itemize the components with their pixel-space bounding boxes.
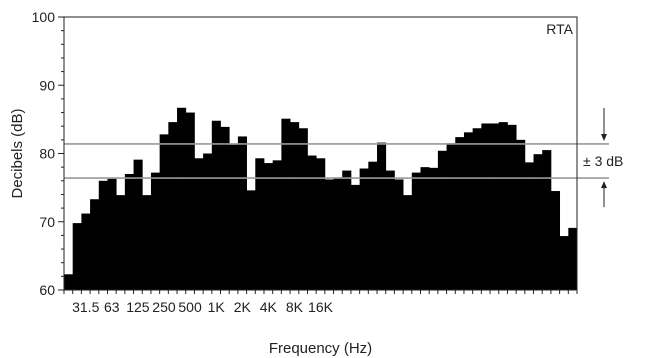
bars-group — [64, 107, 578, 291]
bar — [98, 180, 108, 290]
tolerance-indicator: ± 3 dB — [583, 107, 623, 208]
bar — [524, 162, 534, 290]
tolerance-label: ± 3 dB — [583, 153, 623, 169]
x-tick-label: 16K — [308, 299, 334, 315]
bar — [246, 190, 256, 290]
bar — [203, 153, 213, 290]
y-tick-label: 100 — [32, 9, 56, 25]
bar — [229, 144, 239, 290]
x-tick-label: 31.5 — [72, 299, 99, 315]
bar — [368, 161, 378, 290]
bar — [307, 155, 317, 290]
bar — [185, 112, 195, 290]
rta-label: RTA — [546, 21, 573, 37]
bar — [490, 123, 500, 290]
bar — [81, 213, 91, 290]
y-axis: 60 70 80 90 100 — [32, 9, 64, 298]
x-axis-title: Frequency (Hz) — [269, 340, 372, 357]
bar — [168, 122, 178, 290]
y-axis-title: Decibels (dB) — [9, 108, 26, 198]
y-tick-label: 90 — [39, 77, 55, 93]
bar — [263, 163, 274, 290]
bar — [298, 128, 308, 290]
bar — [342, 170, 352, 290]
bar — [377, 142, 387, 290]
y-tick-label: 70 — [39, 214, 55, 230]
bar — [559, 236, 569, 290]
arrowhead-down-icon — [601, 133, 607, 141]
bar — [542, 150, 552, 290]
bar — [359, 168, 369, 290]
bar — [437, 150, 447, 290]
y-tick-label: 60 — [39, 282, 55, 298]
bar — [107, 178, 117, 290]
bar — [498, 122, 508, 290]
bar — [142, 195, 152, 290]
bar — [394, 179, 404, 290]
bar — [211, 120, 221, 291]
x-tick-label: 8K — [286, 299, 304, 315]
bar — [281, 118, 291, 290]
bar — [533, 154, 543, 290]
x-axis: 31.5 63 125 250 500 1K 2K 4K 8K 16K — [63, 290, 578, 315]
bar — [255, 158, 265, 290]
bar — [411, 172, 421, 290]
x-tick-label: 2K — [234, 299, 252, 315]
bar — [507, 124, 517, 290]
bar — [463, 132, 474, 290]
bar — [385, 170, 395, 290]
bar — [150, 172, 161, 290]
bar — [324, 179, 334, 290]
x-tick-label: 4K — [260, 299, 278, 315]
bar — [272, 160, 282, 290]
x-tick-label: 125 — [126, 299, 150, 315]
bar — [124, 173, 134, 290]
bar — [420, 167, 430, 290]
bar — [429, 167, 439, 290]
bar — [316, 158, 326, 290]
bar — [290, 122, 300, 290]
bar — [333, 177, 343, 290]
y-tick-label: 80 — [39, 146, 55, 162]
reference-lines — [64, 143, 609, 179]
bar — [550, 191, 561, 290]
bar — [64, 274, 74, 290]
x-tick-label: 1K — [208, 299, 226, 315]
bar — [237, 136, 247, 290]
x-tick-label: 63 — [104, 299, 120, 315]
bar — [481, 123, 491, 290]
bar — [133, 159, 143, 290]
bar — [568, 227, 578, 290]
bar — [194, 158, 204, 290]
bar — [446, 143, 456, 290]
bar — [472, 128, 482, 290]
bar — [159, 134, 169, 290]
arrowhead-up-icon — [601, 181, 607, 189]
x-tick-label: 250 — [152, 299, 176, 315]
bar — [403, 195, 413, 290]
bar — [72, 223, 82, 290]
bar — [455, 137, 465, 290]
bar — [350, 184, 361, 290]
x-tick-label: 500 — [178, 299, 202, 315]
bar — [90, 199, 100, 290]
bar — [177, 107, 187, 291]
bar — [220, 126, 230, 290]
bar — [116, 195, 126, 290]
bar — [516, 139, 526, 290]
